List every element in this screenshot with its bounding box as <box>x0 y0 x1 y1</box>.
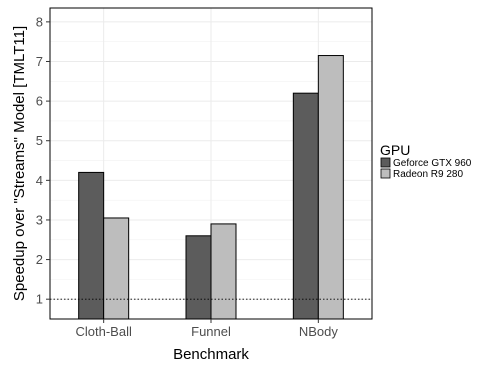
legend-key-series-2 <box>380 168 391 179</box>
bar-nbody-series-2 <box>317 55 344 320</box>
bars <box>78 55 344 320</box>
y-axis-title: Speedup over "Streams" Model [TMLT11] <box>11 26 28 301</box>
x-tick-label: Cloth-Ball <box>75 324 131 339</box>
legend-label-series-2: Radeon R9 280 <box>393 169 463 180</box>
legend-label-series-1: Geforce GTX 960 <box>393 158 472 169</box>
bar-nbody-series-1 <box>292 92 319 320</box>
x-axis-ticks: Cloth-Ball Funnel NBody <box>75 319 338 339</box>
y-tick-label: 8 <box>36 14 43 29</box>
y-axis-ticks: 1 2 3 4 5 6 7 8 <box>36 14 50 307</box>
bar-funnel-series-1 <box>185 235 212 320</box>
bar-cloth-ball-series-1 <box>78 171 105 320</box>
y-tick-label: 6 <box>36 94 43 109</box>
y-tick-label: 7 <box>36 54 43 69</box>
legend-title: GPU <box>380 142 410 158</box>
bar-cloth-ball-series-2 <box>103 217 130 320</box>
x-tick-label: Funnel <box>191 324 231 339</box>
y-tick-label: 2 <box>36 252 43 267</box>
x-tick-label: NBody <box>299 324 339 339</box>
y-tick-label: 4 <box>36 173 43 188</box>
y-tick-label: 1 <box>36 292 43 307</box>
bar-funnel-series-2 <box>210 223 237 320</box>
legend-key-series-1 <box>380 157 391 168</box>
y-tick-label: 3 <box>36 212 43 227</box>
y-tick-label: 5 <box>36 133 43 148</box>
x-axis-title: Benchmark <box>173 346 249 363</box>
